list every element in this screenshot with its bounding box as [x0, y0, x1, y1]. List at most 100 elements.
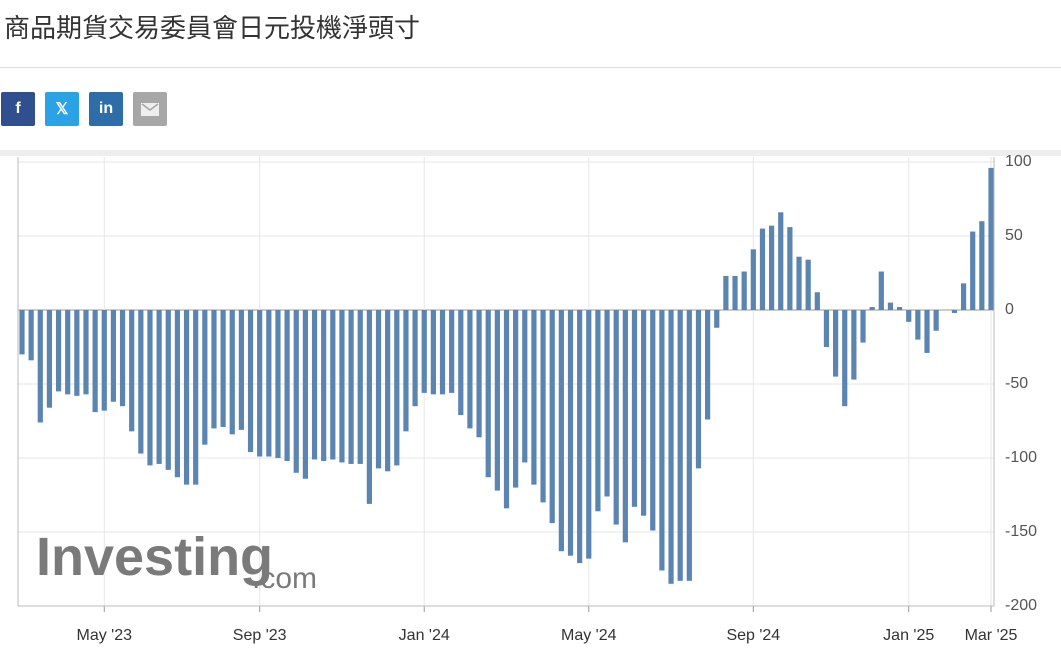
bar	[101, 310, 107, 411]
bar	[915, 310, 921, 340]
bar	[467, 310, 473, 429]
bar	[686, 310, 692, 581]
page-title: 商品期貨交易委員會日元投機淨頭寸	[4, 14, 421, 44]
bar	[832, 310, 839, 377]
bar	[586, 310, 592, 559]
bar	[476, 310, 482, 438]
y-tick-label: 100	[1005, 153, 1032, 170]
bar	[668, 310, 674, 584]
watermark-brand: Investing	[36, 527, 273, 587]
bar	[723, 275, 729, 310]
bar	[759, 228, 766, 310]
bar	[174, 310, 181, 478]
bar	[375, 310, 382, 469]
bar	[531, 310, 537, 485]
bar	[238, 310, 244, 430]
bar	[202, 310, 208, 445]
bar	[705, 310, 711, 420]
bar	[567, 310, 574, 556]
bar	[613, 310, 619, 525]
x-tick-label: May '23	[77, 627, 133, 644]
bar	[19, 310, 25, 355]
share-facebook[interactable]: f	[1, 92, 35, 126]
bar	[650, 310, 656, 531]
bar	[439, 310, 446, 395]
bar	[960, 283, 967, 310]
y-tick-label: -150	[1005, 523, 1037, 540]
bar	[769, 225, 775, 310]
bar	[430, 310, 436, 395]
bar	[247, 310, 254, 453]
bar	[403, 310, 409, 432]
x-tick-label: Sep '24	[726, 627, 780, 644]
bar	[631, 310, 638, 507]
watermark-suffix: .com	[252, 562, 317, 595]
bar	[339, 310, 345, 463]
bar	[321, 310, 327, 461]
bar	[887, 302, 894, 310]
bar	[503, 310, 510, 509]
bar	[366, 310, 372, 504]
x-tick-label: Mar '25	[965, 627, 1018, 644]
x-tick-label: Jan '25	[883, 627, 934, 644]
share-email[interactable]	[133, 92, 167, 126]
bar	[330, 310, 336, 460]
bar	[46, 310, 53, 408]
bar	[138, 310, 144, 454]
bar	[732, 275, 738, 310]
bar	[311, 310, 318, 460]
bar	[988, 167, 994, 310]
bar	[540, 310, 546, 503]
bar	[348, 310, 354, 464]
bar	[842, 310, 848, 407]
bar	[28, 310, 34, 361]
bar	[558, 310, 564, 552]
bar	[924, 310, 930, 353]
bar	[951, 310, 958, 313]
bar	[74, 310, 80, 396]
bar	[714, 310, 720, 328]
bar	[595, 310, 601, 512]
bar	[641, 310, 647, 516]
bar	[805, 259, 811, 310]
bar	[302, 310, 308, 479]
bar	[220, 310, 226, 427]
bar	[257, 310, 263, 457]
bar	[183, 310, 190, 485]
bar	[659, 310, 665, 571]
bar	[485, 310, 491, 478]
bar	[65, 310, 71, 395]
bar	[421, 310, 427, 393]
bar	[92, 310, 98, 413]
bar	[869, 307, 875, 310]
bar	[796, 256, 802, 310]
bar	[412, 310, 418, 407]
bar	[577, 310, 583, 564]
bar	[156, 310, 162, 464]
y-tick-label: 50	[1005, 227, 1023, 244]
bar	[394, 310, 400, 466]
x-tick-label: Sep '23	[233, 627, 287, 644]
bar	[522, 310, 528, 463]
bar	[83, 310, 89, 395]
bar	[494, 310, 500, 491]
x-tick-label: Jan '24	[399, 627, 450, 644]
share-linkedin[interactable]: in	[89, 92, 123, 126]
bar	[896, 307, 903, 310]
bar	[778, 212, 784, 310]
bar	[741, 271, 747, 310]
bar	[357, 310, 363, 464]
bar	[458, 310, 464, 416]
chart-shadow	[0, 150, 1061, 156]
bar	[165, 310, 171, 470]
bar	[129, 310, 135, 432]
share-x[interactable]: 𝕏	[45, 92, 79, 126]
bar	[695, 310, 702, 469]
bar	[449, 310, 455, 393]
bar	[787, 227, 793, 310]
bar	[622, 310, 628, 543]
divider	[0, 67, 1061, 68]
bar	[211, 310, 217, 429]
bar	[229, 310, 235, 435]
